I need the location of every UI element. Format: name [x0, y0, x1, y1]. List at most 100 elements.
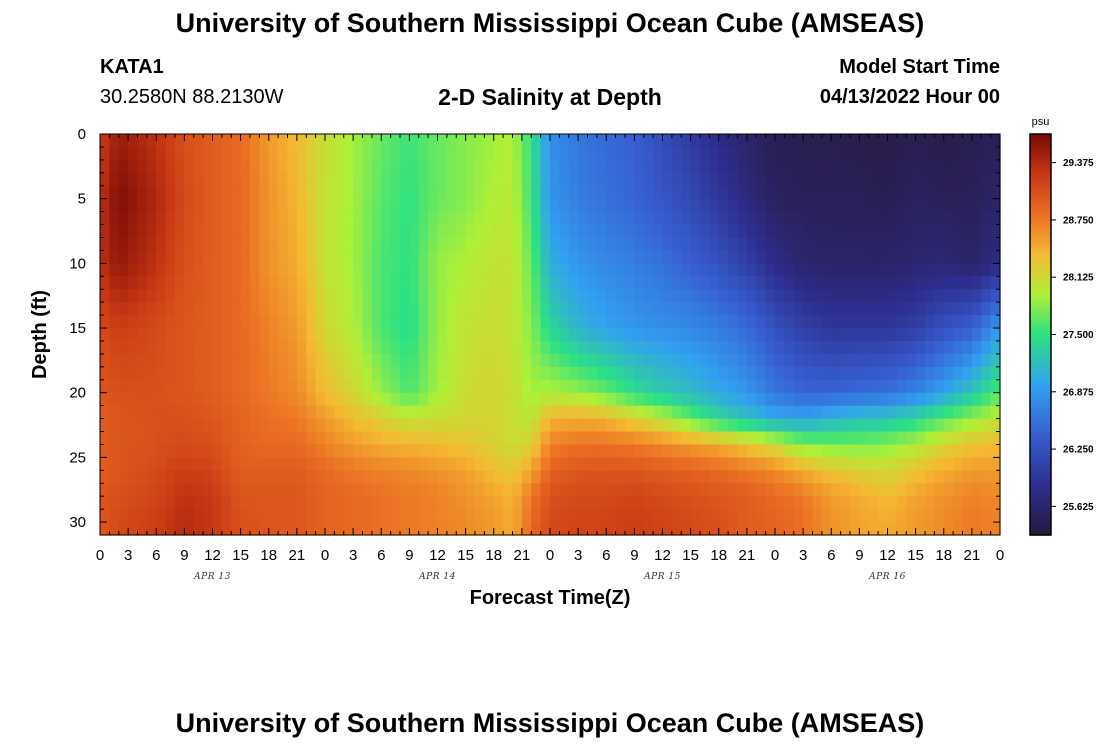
heatmap-cell	[268, 379, 279, 394]
heatmap-cell	[428, 198, 439, 213]
heatmap-cell	[615, 224, 626, 239]
heatmap-cell	[475, 315, 485, 329]
heatmap-cell	[315, 340, 326, 355]
heatmap-cell	[962, 366, 973, 381]
heatmap-cell	[812, 146, 823, 161]
heatmap-cell	[887, 134, 898, 148]
heatmap-cell	[343, 211, 354, 226]
heatmap-cell	[109, 431, 120, 446]
heatmap-cell	[925, 431, 935, 446]
heatmap-cell	[484, 522, 495, 536]
heatmap-cell	[334, 250, 345, 264]
heatmap-cell	[390, 211, 401, 226]
heatmap-cell	[193, 237, 204, 252]
heatmap-cell	[840, 470, 851, 484]
heatmap-cell	[521, 366, 532, 381]
heatmap-cell	[353, 315, 364, 329]
heatmap-cell	[521, 237, 532, 252]
heatmap-cell	[962, 405, 973, 420]
y-tick-label: 0	[78, 126, 86, 143]
heatmap-cell	[184, 185, 195, 200]
heatmap-cell	[559, 392, 570, 407]
heatmap-cell	[193, 457, 204, 471]
heatmap-cell	[540, 483, 551, 497]
heatmap-cell	[568, 340, 579, 355]
heatmap-cell	[550, 172, 560, 187]
heatmap-cell	[484, 431, 495, 446]
heatmap-cell	[962, 470, 973, 484]
heatmap-cell	[615, 496, 626, 510]
heatmap-cell	[728, 263, 739, 277]
heatmap-cell	[906, 483, 917, 497]
heatmap-cell	[428, 263, 439, 277]
heatmap-cell	[681, 366, 692, 381]
heatmap-cell	[878, 496, 889, 510]
heatmap-cell	[156, 250, 167, 264]
heatmap-cell	[400, 198, 410, 213]
heatmap-cell	[268, 172, 279, 187]
heatmap-cell	[109, 444, 120, 458]
heatmap-cell	[428, 392, 439, 407]
heatmap-cell	[315, 418, 326, 433]
heatmap-cell	[587, 328, 598, 342]
heatmap-cell	[840, 392, 851, 407]
heatmap-cell	[146, 315, 157, 329]
colorbar-segment	[1030, 361, 1051, 366]
heatmap-cell	[296, 483, 307, 497]
heatmap-cell	[990, 263, 1001, 277]
chart-title: 2-D Salinity at Depth	[438, 84, 662, 110]
heatmap-cell	[990, 340, 1001, 355]
heatmap-cell	[100, 302, 110, 316]
heatmap-cell	[793, 405, 804, 420]
heatmap-cell	[578, 302, 589, 316]
heatmap-cell	[653, 366, 664, 381]
heatmap-cell	[681, 353, 692, 368]
heatmap-cell	[718, 457, 729, 471]
heatmap-cell	[821, 496, 832, 510]
colorbar-segment	[1030, 154, 1051, 158]
heatmap-cell	[137, 405, 148, 420]
heatmap-cell	[137, 340, 148, 355]
heatmap-cell	[353, 198, 364, 213]
colorbar-segment	[1030, 227, 1051, 232]
heatmap-cell	[934, 522, 945, 536]
heatmap-cell	[146, 431, 157, 446]
heatmap-cell	[578, 379, 589, 394]
heatmap-cell	[568, 366, 579, 381]
heatmap-cell	[634, 496, 645, 510]
colorbar-segment	[1030, 167, 1051, 172]
heatmap-cell	[306, 418, 317, 433]
heatmap-cell	[868, 522, 879, 536]
heatmap-cell	[221, 224, 232, 239]
colorbar-segment	[1030, 484, 1051, 489]
heatmap-cell	[550, 276, 560, 290]
heatmap-cell	[690, 315, 701, 329]
colorbar-segment	[1030, 287, 1051, 292]
heatmap-cell	[268, 237, 279, 252]
heatmap-cell	[475, 457, 485, 471]
heatmap-cell	[118, 353, 129, 368]
heatmap-cell	[437, 509, 448, 523]
x-tick-label: 21	[289, 547, 306, 564]
heatmap-cell	[850, 522, 860, 536]
heatmap-cell	[465, 289, 476, 303]
heatmap-cell	[512, 509, 523, 523]
heatmap-cell	[784, 198, 795, 213]
heatmap-cell	[493, 405, 504, 420]
heatmap-cell	[437, 457, 448, 471]
heatmap-cell	[821, 405, 832, 420]
heatmap-cell	[250, 483, 260, 497]
heatmap-cell	[100, 134, 110, 148]
heatmap-cell	[503, 496, 514, 510]
heatmap-cell	[793, 315, 804, 329]
heatmap-cell	[643, 302, 654, 316]
heatmap-cell	[896, 366, 907, 381]
heatmap-cell	[962, 522, 973, 536]
heatmap-cell	[512, 276, 523, 290]
heatmap-cell	[503, 522, 514, 536]
date-labels: APR 13 APR 14 APR 15 APR 16	[193, 572, 905, 582]
heatmap-cell	[203, 353, 214, 368]
heatmap-cell	[334, 134, 345, 148]
heatmap-cell	[643, 250, 654, 264]
heatmap-cell	[493, 328, 504, 342]
